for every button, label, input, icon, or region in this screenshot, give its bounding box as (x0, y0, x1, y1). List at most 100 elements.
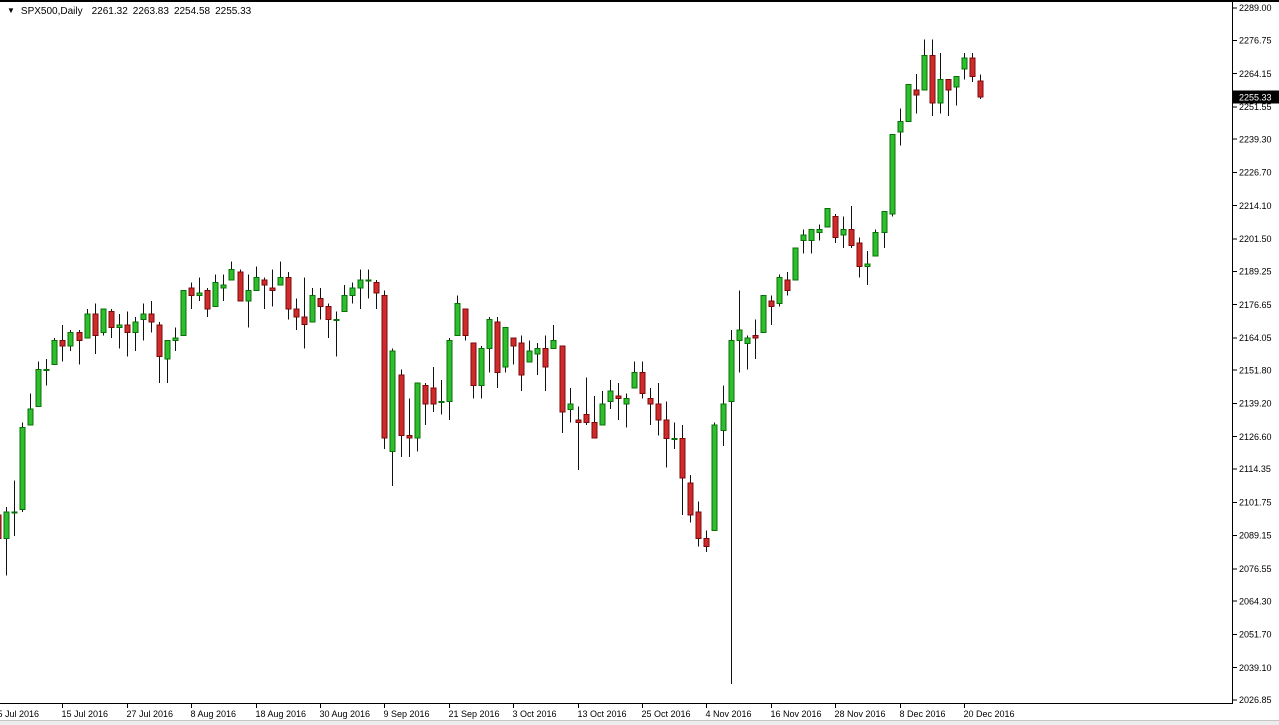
candle (309, 287, 316, 323)
candle-body-bull (365, 279, 372, 282)
candle (534, 343, 541, 375)
candle (889, 134, 896, 217)
candle (502, 326, 509, 373)
candle-body-bull (881, 210, 888, 233)
candle-body-bull (953, 76, 960, 88)
candle-body-bull (937, 78, 944, 104)
candle-body-bull (921, 55, 928, 91)
candle (695, 501, 702, 547)
candle (703, 530, 710, 552)
candle-body-bear (969, 57, 976, 78)
candle (550, 324, 557, 350)
candle (27, 393, 34, 426)
candles-series (0, 39, 984, 684)
symbol-dropdown-icon[interactable]: ▼ (7, 6, 15, 15)
candle-body-bull (341, 295, 348, 313)
candle (784, 272, 791, 296)
price-axis-label: 2164.05 (1239, 333, 1272, 343)
candle (51, 338, 58, 365)
candle-body-bear (406, 435, 413, 439)
candle-body-bull (51, 340, 58, 365)
price-axis-label: 2189.25 (1239, 267, 1272, 277)
candle-body-bear (848, 229, 855, 246)
candle (406, 398, 413, 457)
candle (864, 250, 871, 286)
candle (486, 316, 493, 373)
candle (261, 277, 268, 309)
bottom-strip (0, 720, 1279, 725)
price-axis[interactable]: 2289.00 2276.75 2264.15 2251.55 2239.30 2226.… (1233, 3, 1272, 705)
candle (108, 308, 115, 338)
price-axis-label: 2101.75 (1239, 498, 1272, 508)
candle-body-bull (631, 371, 638, 389)
current-price-tag: 2255.33 (1233, 90, 1279, 104)
candle (116, 314, 123, 349)
candle-body-bull (864, 263, 871, 268)
candle-body-bull (333, 319, 340, 321)
price-axis-label: 2139.20 (1239, 399, 1272, 409)
candle-body-bear (430, 387, 437, 405)
candle (945, 78, 952, 117)
candle-body-bull (180, 289, 187, 336)
time-axis[interactable]: 5 Jul 2016 15 Jul 2016 27 Jul 2016 8 Aug 20… (0, 704, 1015, 719)
candle-body-bear (703, 538, 710, 547)
candle (237, 269, 244, 302)
candle (631, 361, 638, 389)
candle-body-bull (389, 350, 396, 453)
candle-body-bull (550, 340, 557, 350)
candle (567, 388, 574, 423)
candle (969, 52, 976, 82)
candle-body-bull (67, 332, 74, 347)
candle (575, 406, 582, 470)
candle (333, 311, 340, 357)
candle-body-bear (124, 324, 131, 334)
candle-body-bear (422, 385, 429, 405)
candle-body-bear (518, 342, 525, 376)
candle (961, 52, 968, 80)
time-axis-label: 8 Dec 2016 (900, 709, 946, 719)
price-axis-label: 2026.85 (1239, 695, 1272, 705)
price-axis-label: 2176.65 (1239, 300, 1272, 310)
candle (824, 208, 831, 228)
candle (349, 282, 356, 304)
candle-body-bull (349, 287, 356, 297)
candle-body-bull (11, 511, 18, 514)
candle (647, 388, 654, 426)
candle (341, 285, 348, 313)
candle-body-bear (156, 324, 163, 357)
candle-body-bull (711, 424, 718, 532)
candle-body-bull (872, 231, 879, 257)
candle (76, 330, 83, 365)
quote-high: 2263.83 (132, 5, 169, 17)
candle-body-bull (27, 408, 34, 426)
quote-close: 2255.33 (215, 5, 252, 17)
candle (398, 369, 405, 457)
candle-body-bear (373, 282, 380, 294)
candle (977, 74, 984, 99)
candle-body-bear (542, 348, 549, 368)
price-axis-label: 2276.75 (1239, 36, 1272, 46)
candle-body-bull (116, 324, 123, 328)
candle-body-bear (188, 287, 195, 297)
candle (124, 311, 131, 357)
candle (752, 319, 759, 360)
candle-body-bull (357, 279, 364, 289)
time-axis-label: 20 Dec 2016 (964, 709, 1015, 719)
candle-body-bull (277, 276, 284, 286)
candle-body-bull (309, 295, 316, 323)
candle (655, 382, 662, 436)
candle-body-bull (43, 369, 50, 372)
candle (414, 382, 421, 452)
candle (462, 308, 469, 341)
candle-body-bull (253, 276, 260, 291)
candle (67, 330, 74, 352)
window-top-border (0, 0, 1279, 2)
time-axis-label: 8 Aug 2016 (191, 709, 237, 719)
candle (325, 303, 332, 338)
candle (3, 506, 10, 576)
candle (615, 382, 622, 420)
candle (599, 390, 606, 426)
candle-body-bear (784, 279, 791, 291)
quote-open: 2261.32 (91, 5, 128, 17)
